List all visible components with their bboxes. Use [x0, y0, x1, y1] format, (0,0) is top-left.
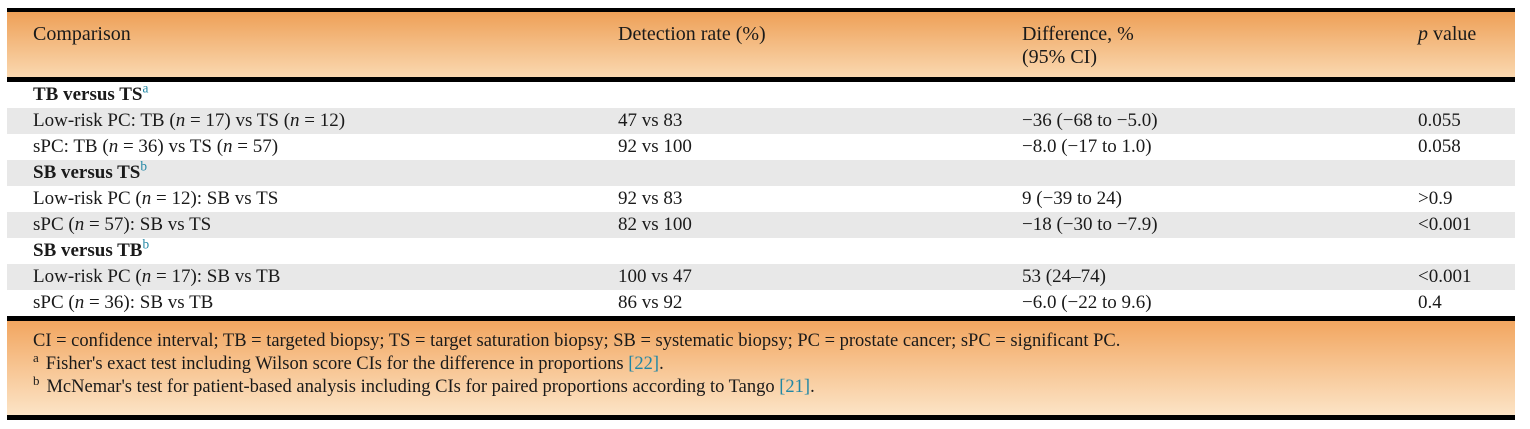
cell-detection-rate: 86 vs 92 [618, 292, 683, 313]
footnote-text: McNemar's test for patient-based analysi… [46, 377, 780, 397]
cell-difference: 53 (24–74) [1022, 266, 1106, 287]
cell-difference: 9 (−39 to 24) [1022, 188, 1122, 209]
column-header-detection-rate: Detection rate (%) [618, 23, 766, 45]
table-header-row: Comparison Detection rate (%) Difference… [7, 12, 1515, 77]
abbreviations-line: CI = confidence interval; TB = targeted … [33, 331, 1121, 351]
cell-difference: −8.0 (−17 to 1.0) [1022, 136, 1152, 157]
group-label: TB versus TS [33, 84, 143, 105]
cell-p-value: 0.055 [1418, 110, 1461, 131]
cell-difference: −36 (−68 to −5.0) [1022, 110, 1158, 131]
table-row: sPC (n = 57): SB vs TS 82 vs 100 −18 (−30 … [7, 212, 1515, 238]
table-row: Low-risk PC: TB (n = 17) vs TS (n = 12) 4… [7, 108, 1515, 134]
table-row: sPC (n = 36): SB vs TB 86 vs 92 −6.0 (−22 … [7, 290, 1515, 316]
cell-comparison: sPC (n = 57): SB vs TS [33, 214, 212, 235]
cell-detection-rate: 92 vs 100 [618, 136, 692, 157]
table-top-border [7, 8, 1515, 12]
cell-p-value: >0.9 [1418, 188, 1453, 209]
footnote-suffix: . [659, 354, 664, 374]
footnote-line: a Fisher's exact test including Wilson sc… [33, 349, 1495, 376]
citation-link[interactable]: [21] [779, 377, 811, 397]
cell-group-label: SB versus TBb [7, 238, 618, 264]
cell-comparison: Low-risk PC (n = 17): SB vs TB [33, 266, 281, 287]
cell-p-value: 0.058 [1418, 136, 1461, 157]
group-label: SB versus TS [33, 162, 141, 183]
table-bottom-border [7, 415, 1515, 420]
footnote-suffix: . [810, 377, 815, 397]
table-body: TB versus TSa Low-risk PC: TB (n = 17) vs… [7, 82, 1515, 316]
cell-group-label: SB versus TSb [7, 160, 618, 186]
footnote-marker-sup: a [142, 80, 149, 96]
footnote-marker: a [33, 349, 39, 365]
footnote-line: b McNemar's test for patient-based analys… [33, 372, 1495, 399]
cell-difference: −18 (−30 to −7.9) [1022, 214, 1158, 235]
comparison-table: Comparison Detection rate (%) Difference… [7, 8, 1515, 420]
footnotes: a Fisher's exact test including Wilson sc… [33, 349, 1495, 399]
cell-p-value: <0.001 [1418, 214, 1472, 235]
cell-detection-rate: 82 vs 100 [618, 214, 692, 235]
cell-detection-rate: 92 vs 83 [618, 188, 683, 209]
header-separator-rule [7, 77, 1515, 82]
citation-link[interactable]: [22] [628, 354, 660, 374]
table-row: Low-risk PC (n = 17): SB vs TB 100 vs 47 5… [7, 264, 1515, 290]
footnote-marker: b [33, 372, 40, 388]
cell-p-value: 0.4 [1418, 292, 1442, 313]
table-row: sPC: TB (n = 36) vs TS (n = 57) 92 vs 100… [7, 134, 1515, 160]
column-header-p-value: p value [1418, 23, 1477, 45]
cell-comparison: Low-risk PC (n = 12): SB vs TS [33, 188, 279, 209]
footnote-marker-sup: b [142, 236, 150, 252]
cell-comparison: sPC: TB (n = 36) vs TS (n = 57) [33, 136, 279, 157]
cell-detection-rate: 100 vs 47 [618, 266, 692, 287]
cell-p-value: <0.001 [1418, 266, 1472, 287]
group-label: SB versus TB [33, 240, 143, 261]
cell-comparison: sPC (n = 36): SB vs TB [33, 292, 214, 313]
cell-group-label: TB versus TSa [7, 82, 618, 108]
column-header-comparison: Comparison [33, 23, 131, 45]
footnote-marker-sup: b [140, 158, 148, 174]
cell-comparison: Low-risk PC: TB (n = 17) vs TS (n = 12) [33, 110, 346, 131]
cell-difference: −6.0 (−22 to 9.6) [1022, 292, 1152, 313]
footer-separator-rule [7, 316, 1515, 321]
table-row: Low-risk PC (n = 12): SB vs TS 92 vs 83 9 … [7, 186, 1515, 212]
column-header-difference: Difference, % (95% CI) [1022, 23, 1134, 68]
cell-detection-rate: 47 vs 83 [618, 110, 683, 131]
table-group-row: SB versus TBb [7, 238, 1515, 264]
table-group-row: SB versus TSb [7, 160, 1515, 186]
table-footer: CI = confidence interval; TB = targeted … [7, 321, 1515, 415]
footnote-text: Fisher's exact test including Wilson sco… [45, 354, 629, 374]
table-group-row: TB versus TSa [7, 82, 1515, 108]
